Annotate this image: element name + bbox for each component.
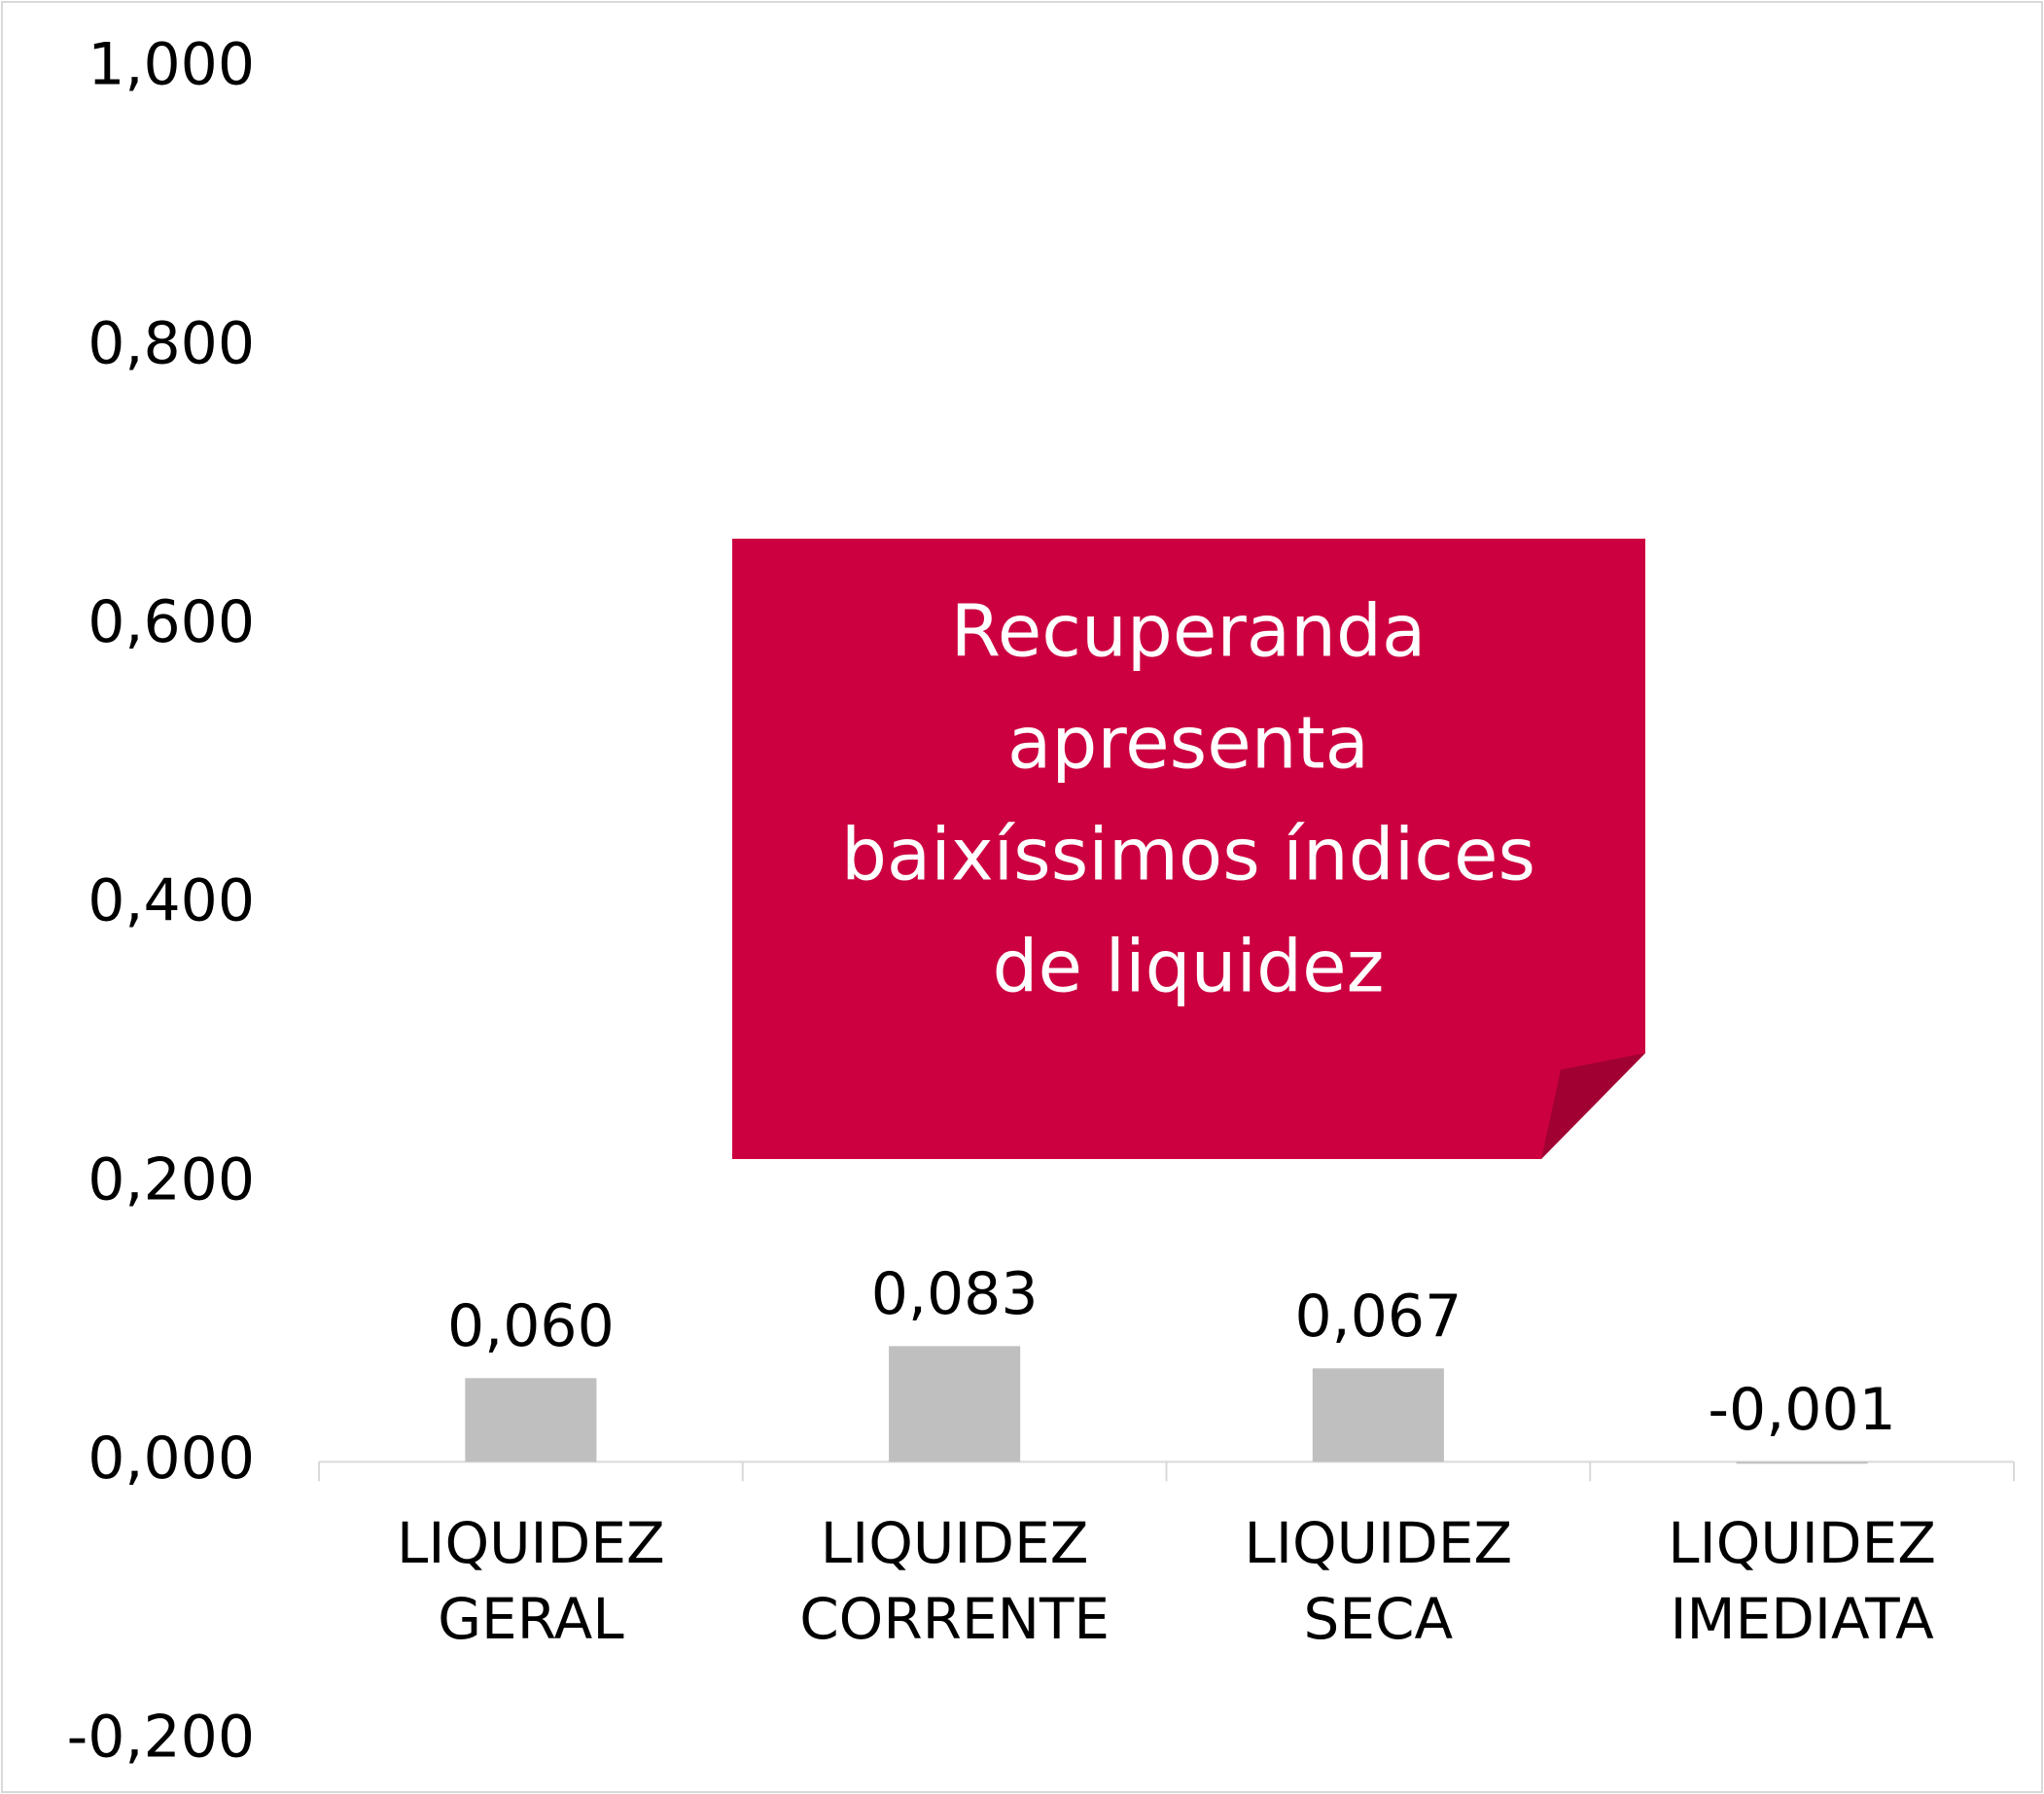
annotation-text: Recuperanda bbox=[951, 590, 1427, 674]
y-tick-label: 0,800 bbox=[88, 309, 255, 377]
annotation-fold bbox=[1541, 1053, 1645, 1159]
x-tick-label: LIQUIDEZ bbox=[1668, 1510, 1936, 1576]
x-tick-label: GERAL bbox=[438, 1586, 624, 1652]
annotation-text: de liquidez bbox=[993, 926, 1385, 1009]
annotation-box bbox=[732, 539, 1645, 1159]
x-tick-label: SECA bbox=[1304, 1586, 1454, 1652]
x-tick-label: LIQUIDEZ bbox=[397, 1510, 665, 1576]
y-tick-label: 0,400 bbox=[88, 867, 255, 935]
y-tick-label: -0,200 bbox=[67, 1704, 255, 1772]
data-label: 0,060 bbox=[447, 1292, 615, 1360]
annotation-text: apresenta bbox=[1007, 702, 1369, 786]
annotation-text: baixíssimos índices bbox=[841, 814, 1535, 897]
bar bbox=[1312, 1368, 1444, 1462]
data-label: 0,083 bbox=[871, 1260, 1039, 1328]
y-tick-label: 0,600 bbox=[88, 588, 255, 656]
x-tick-label: IMEDIATA bbox=[1670, 1586, 1934, 1652]
x-tick-label: CORRENTE bbox=[799, 1586, 1110, 1652]
bar bbox=[465, 1378, 597, 1462]
bar bbox=[1736, 1461, 1868, 1464]
bar bbox=[889, 1346, 1021, 1462]
y-tick-label: 1,000 bbox=[88, 31, 255, 99]
x-tick-label: LIQUIDEZ bbox=[1245, 1510, 1513, 1576]
data-label: 0,067 bbox=[1294, 1283, 1462, 1351]
x-tick-label: LIQUIDEZ bbox=[821, 1510, 1089, 1576]
y-tick-label: 0,200 bbox=[88, 1145, 255, 1214]
data-label: -0,001 bbox=[1708, 1376, 1895, 1444]
y-tick-label: 0,000 bbox=[88, 1425, 255, 1493]
